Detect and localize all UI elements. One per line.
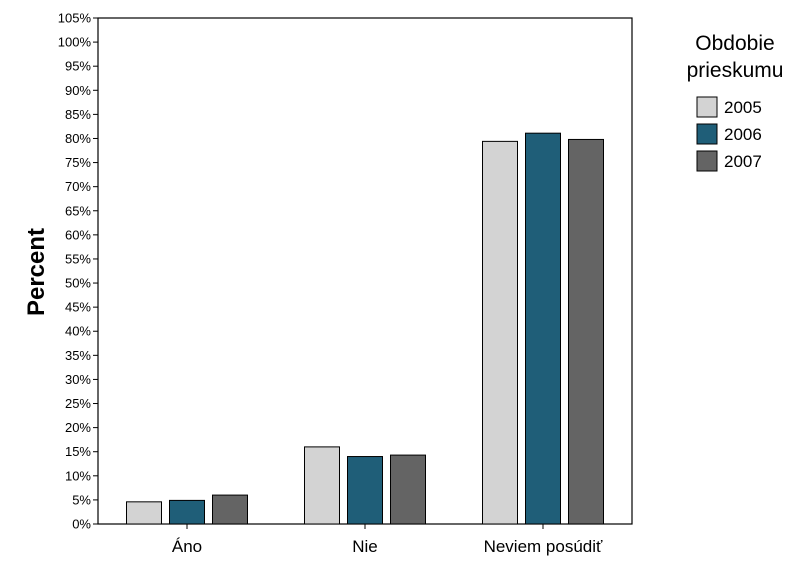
y-tick-label: 0% [72,517,91,532]
y-tick-label: 75% [65,155,91,170]
bar-2006-2 [525,132,561,525]
y-tick-label: 40% [65,324,91,339]
y-tick-label: 50% [65,276,91,291]
legend-label-2005: 2005 [724,98,762,117]
legend-swatch-2005 [696,96,718,118]
x-category-label: Neviem posúdiť [484,537,603,556]
y-tick-label: 55% [65,251,91,266]
y-tick-label: 15% [65,444,91,459]
legend-label-2007: 2007 [724,152,762,171]
y-tick-label: 65% [65,203,91,218]
y-tick-label: 85% [65,107,91,122]
plot-area: 0% 5% 10% 15% 20% 25% 30% 35% 40% 45% 50% 55% 60% 65%… [58,11,633,556]
y-tick-label: 60% [65,227,91,242]
x-category-label: Nie [352,537,378,556]
legend-label-2006: 2006 [724,125,762,144]
y-tick-label: 70% [65,179,91,194]
legend-title-line-2: prieskumu [687,59,784,82]
y-tick-label: 105% [58,11,92,26]
bar-2007-2 [568,138,604,525]
bar-2005-2 [482,140,518,525]
y-tick-label: 5% [72,492,91,507]
bar-2005-0 [126,501,162,525]
y-tick-label: 30% [65,372,91,387]
legend-title-line-1: Obdobie [695,32,774,55]
legend-swatch-2007 [696,150,718,172]
bar-2007-0 [212,494,248,525]
y-tick-label: 10% [65,468,91,483]
y-tick-label: 35% [65,348,91,363]
y-tick-label: 80% [65,131,91,146]
bar-2006-1 [347,456,383,525]
y-tick-label: 95% [65,59,91,74]
legend-swatch-2006 [696,123,718,145]
y-tick-label: 90% [65,83,91,98]
y-tick-label: 100% [58,35,92,50]
y-axis-label: Percent [23,228,50,316]
legend: Obdobie prieskumu 2005 2006 2007 [687,32,784,172]
bar-2005-1 [304,446,340,525]
y-tick-label: 20% [65,420,91,435]
bar-2007-1 [390,454,426,525]
bar-2006-0 [169,499,205,525]
y-tick-label: 25% [65,396,91,411]
y-tick-label: 45% [65,300,91,315]
x-category-label: Áno [172,537,202,556]
